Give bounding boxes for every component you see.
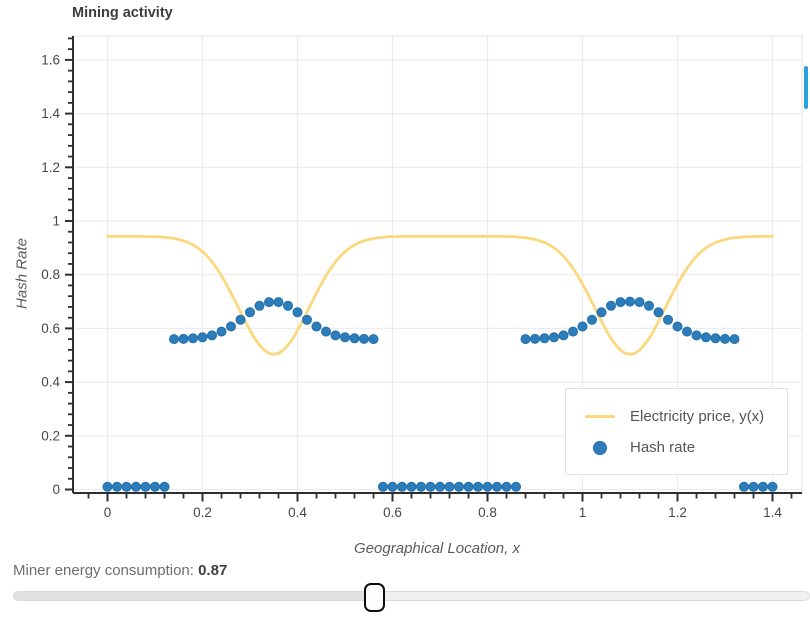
svg-text:0.4: 0.4	[288, 505, 307, 520]
slider-caption: Miner energy consumption: 0.87	[13, 562, 227, 579]
hash-rate-dot-swatch-cell	[580, 440, 620, 455]
slider-thumb[interactable]	[364, 583, 385, 612]
svg-text:0.6: 0.6	[41, 321, 60, 336]
plot-canvas[interactable]: 0 0.2 0.4 0.6 0.8 1 1.2 1.4 0 0.2 0.4 0.6 0.8 1 1.2 1.4…	[0, 0, 810, 560]
svg-text:0.8: 0.8	[41, 267, 60, 282]
legend-label-hash-rate: Hash rate	[630, 439, 696, 456]
svg-text:1.2: 1.2	[668, 505, 687, 520]
legend-entry-electricity-price: Electricity price, y(x)	[566, 401, 787, 432]
svg-text:1.4: 1.4	[763, 505, 782, 520]
svg-text:1.4: 1.4	[41, 106, 60, 121]
blue-scroll-indicator[interactable]	[804, 66, 808, 109]
svg-text:1.2: 1.2	[41, 160, 60, 175]
slider-track-filled	[14, 592, 376, 600]
chart-title: Mining activity	[72, 5, 173, 21]
svg-text:0.2: 0.2	[193, 505, 212, 520]
svg-text:0.2: 0.2	[41, 428, 60, 443]
y-axis-title: Hash Rate	[13, 238, 31, 309]
svg-text:1.6: 1.6	[41, 52, 60, 67]
slider-label: Miner energy consumption:	[13, 562, 199, 579]
svg-text:0.4: 0.4	[41, 375, 60, 390]
legend-label-electricity-price: Electricity price, y(x)	[630, 408, 765, 425]
slider-track[interactable]	[13, 591, 810, 601]
svg-text:1: 1	[52, 214, 60, 229]
svg-text:0.6: 0.6	[383, 505, 402, 520]
svg-text:0.8: 0.8	[478, 505, 497, 520]
svg-text:0: 0	[104, 505, 112, 520]
legend: Electricity price, y(x) Hash rate	[565, 388, 788, 475]
hash-rate-dot-icon	[593, 440, 607, 455]
svg-text:1: 1	[579, 505, 587, 520]
svg-text:0: 0	[52, 482, 60, 497]
electricity-price-line-swatch-cell	[580, 414, 620, 419]
x-axis-title: Geographical Location, x	[354, 540, 520, 557]
slider-value: 0.87	[198, 562, 228, 579]
legend-entry-hash-rate: Hash rate	[566, 432, 787, 463]
electricity-price-line-icon	[585, 414, 615, 419]
